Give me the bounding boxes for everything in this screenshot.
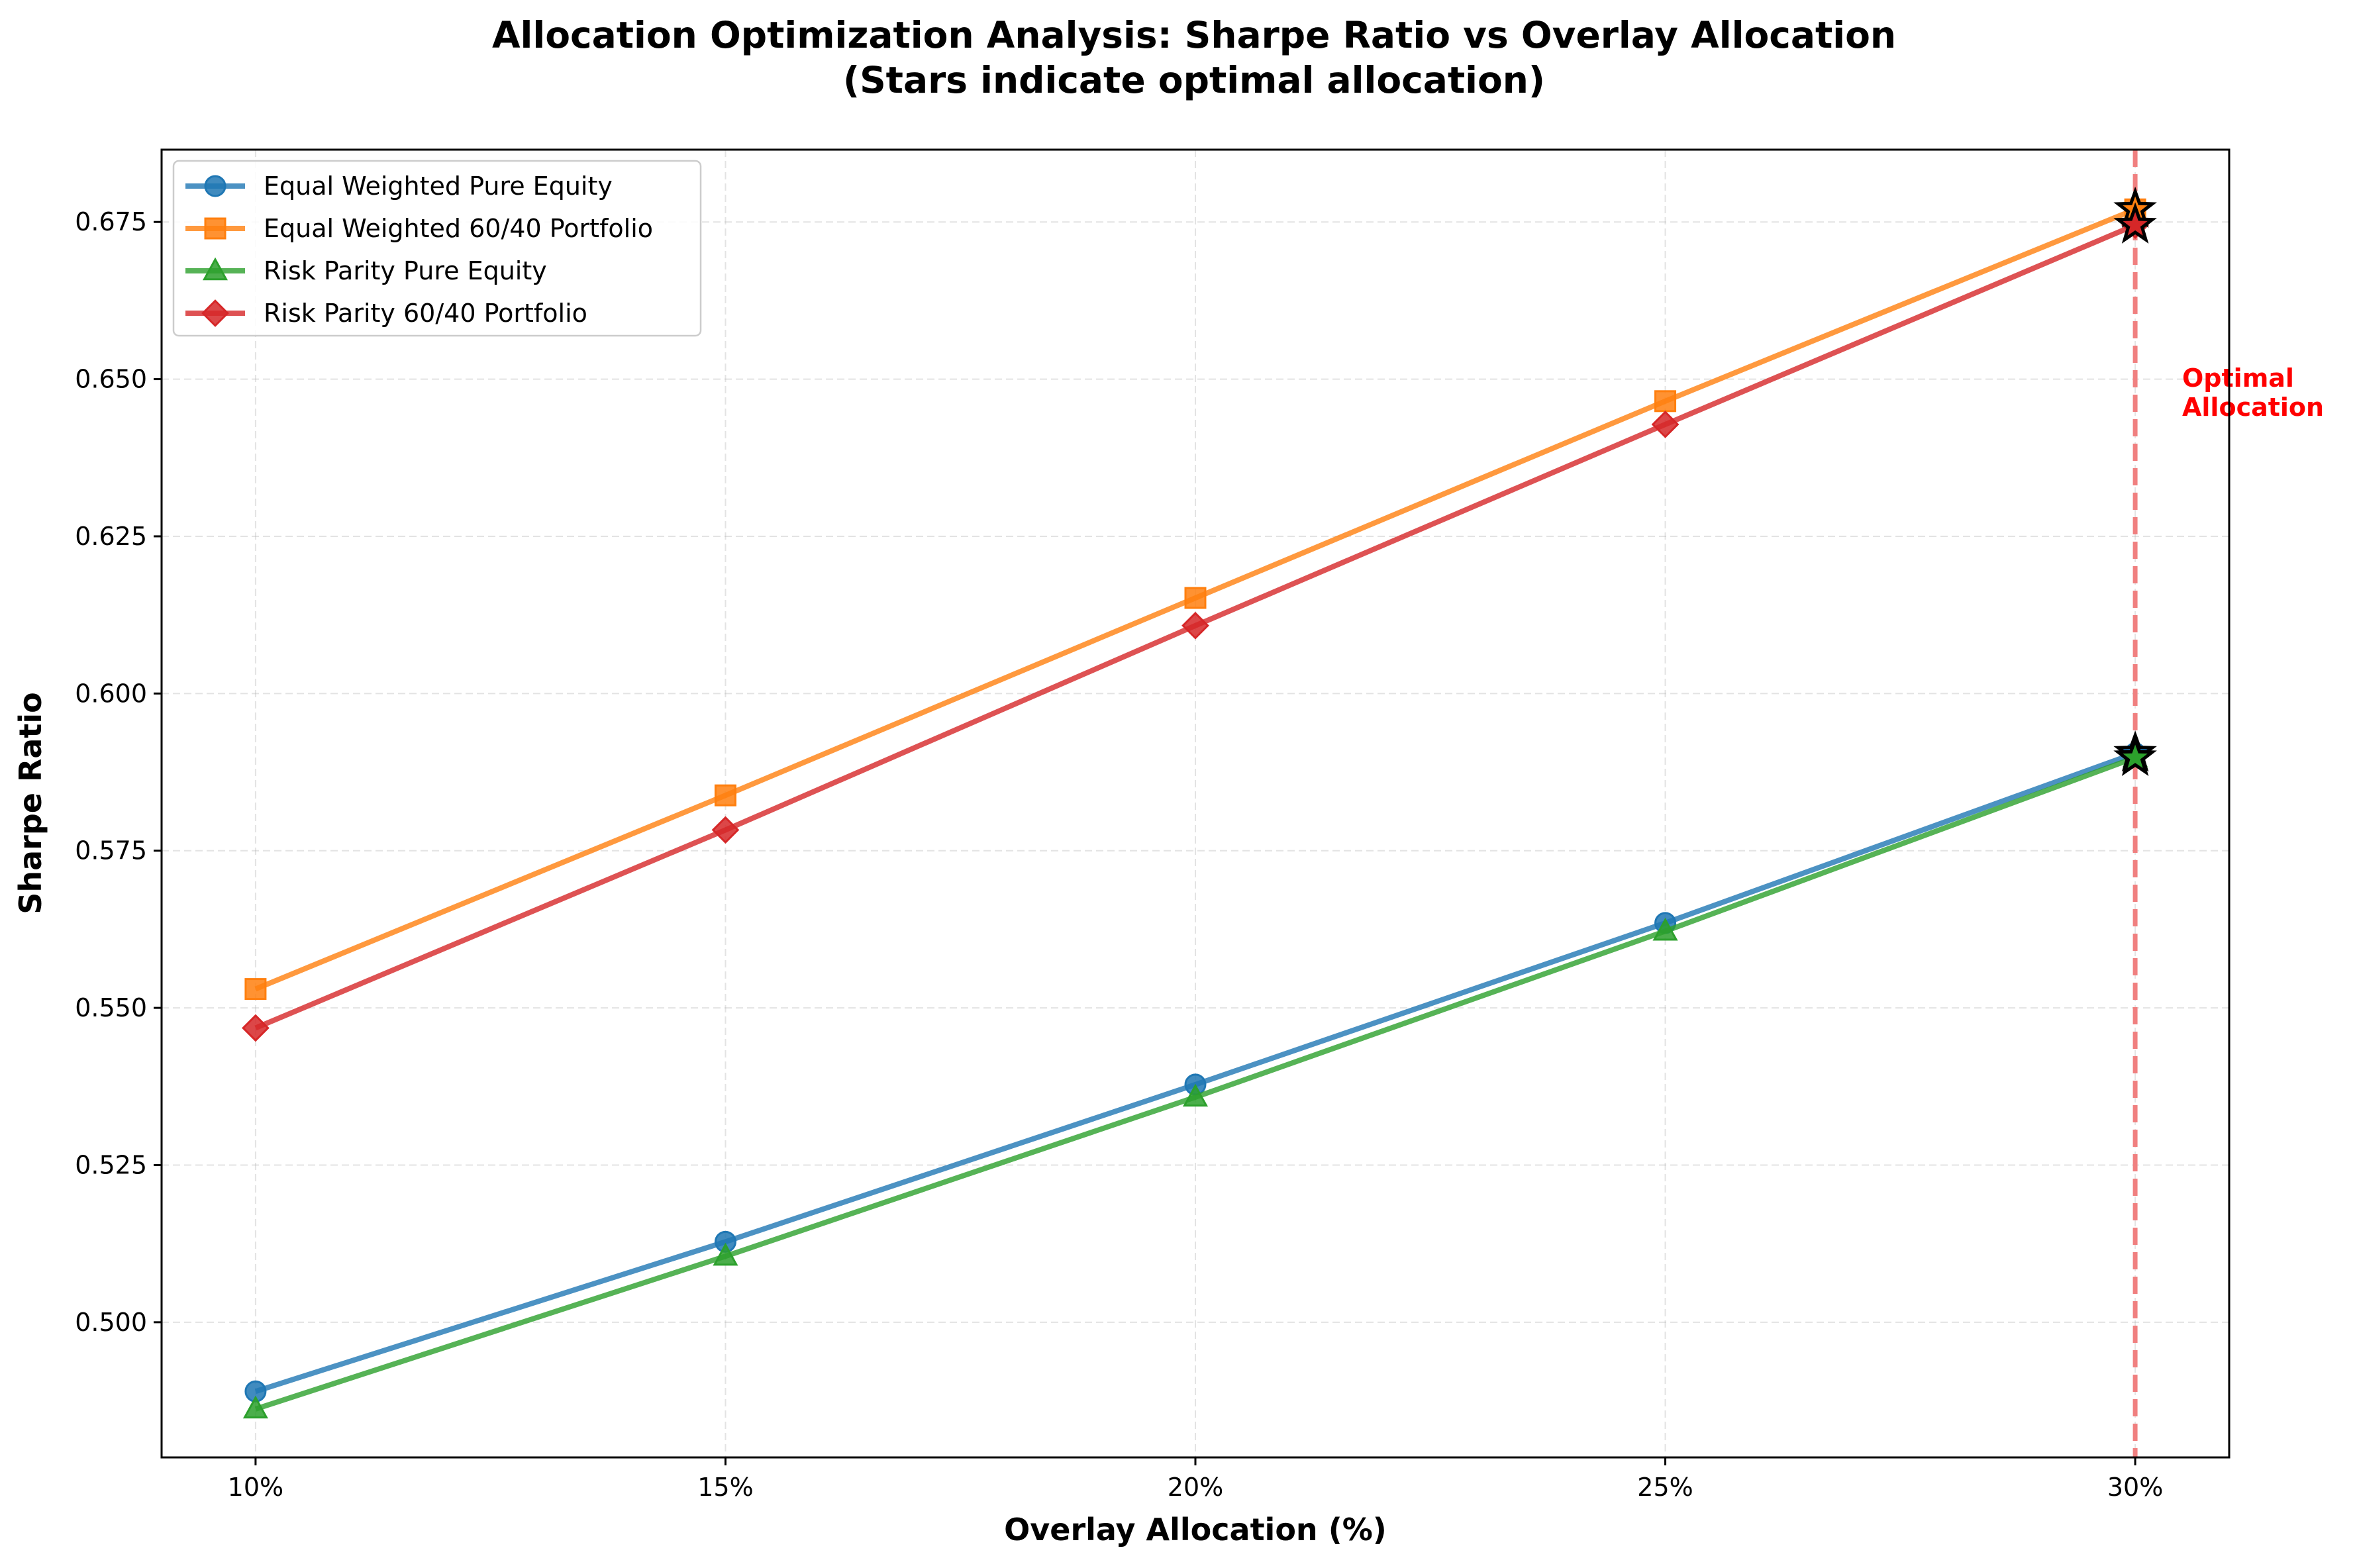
data-point bbox=[711, 816, 740, 844]
x-tick-label: 25% bbox=[1637, 1473, 1693, 1502]
optimal-stars bbox=[2113, 186, 2157, 776]
y-tick-label: 0.675 bbox=[75, 207, 147, 236]
y-tick-label: 0.600 bbox=[75, 679, 147, 708]
data-point bbox=[713, 1242, 738, 1266]
data-point bbox=[1181, 611, 1209, 640]
y-tick-label: 0.625 bbox=[75, 522, 147, 551]
chart-subtitle: (Stars indicate optimal allocation) bbox=[843, 59, 1545, 101]
legend-label: Risk Parity 60/40 Portfolio bbox=[264, 299, 587, 328]
legend-marker bbox=[204, 175, 226, 197]
data-point bbox=[244, 978, 267, 1001]
legend-marker bbox=[204, 217, 226, 240]
optimal-label-line2: Allocation bbox=[2182, 393, 2324, 422]
optimal-star bbox=[2113, 734, 2157, 776]
legend-marker bbox=[202, 257, 228, 281]
y-axis-ticks: 0.500 0.525 0.550 0.575 0.600 0.625 0.650 0.675 bbox=[75, 207, 162, 1337]
y-tick-label: 0.650 bbox=[75, 365, 147, 394]
data-point bbox=[714, 784, 736, 807]
data-point bbox=[242, 1014, 270, 1042]
x-tick-label: 20% bbox=[1168, 1473, 1223, 1502]
x-tick-label: 15% bbox=[697, 1473, 753, 1502]
series-1 bbox=[244, 198, 2146, 1001]
data-series bbox=[242, 198, 2149, 1419]
legend-item: Equal Weighted 60/40 Portfolio bbox=[185, 214, 653, 243]
legend-label: Risk Parity Pure Equity bbox=[264, 256, 547, 285]
legend-label: Equal Weighted 60/40 Portfolio bbox=[264, 214, 653, 243]
legend-label: Equal Weighted Pure Equity bbox=[264, 172, 613, 201]
y-tick-label: 0.525 bbox=[75, 1150, 147, 1179]
legend-item: Risk Parity 60/40 Portfolio bbox=[185, 299, 587, 328]
y-tick-label: 0.575 bbox=[75, 836, 147, 865]
y-tick-label: 0.550 bbox=[75, 993, 147, 1022]
data-point bbox=[1182, 1083, 1209, 1107]
legend-box bbox=[172, 160, 702, 337]
series-2 bbox=[242, 744, 2148, 1419]
optimal-star bbox=[2113, 202, 2157, 244]
optimal-allocation-marker: Optimal Allocation bbox=[2132, 150, 2324, 1457]
legend-item: Risk Parity Pure Equity bbox=[185, 256, 547, 285]
x-axis-ticks: 10% 15% 20% 25% 30% bbox=[228, 1457, 2163, 1502]
y-axis-label: Sharpe Ratio bbox=[13, 692, 48, 914]
data-point bbox=[242, 1395, 268, 1419]
data-point bbox=[1654, 390, 1677, 413]
y-tick-label: 0.500 bbox=[75, 1308, 147, 1337]
x-axis-label: Overlay Allocation (%) bbox=[1004, 1512, 1387, 1547]
data-point bbox=[1184, 587, 1207, 609]
x-tick-label: 10% bbox=[228, 1473, 283, 1502]
series-3 bbox=[242, 211, 2149, 1042]
data-point bbox=[1652, 917, 1678, 941]
x-tick-label: 30% bbox=[2107, 1473, 2163, 1502]
data-point bbox=[1651, 411, 1680, 438]
optimal-label-line1: Optimal bbox=[2182, 364, 2294, 393]
legend: Equal Weighted Pure Equity Equal Weighted… bbox=[172, 160, 702, 337]
legend-marker bbox=[201, 299, 229, 327]
legend-item: Equal Weighted Pure Equity bbox=[185, 172, 613, 201]
chart-title: Allocation Optimization Analysis: Sharpe… bbox=[492, 14, 1896, 56]
